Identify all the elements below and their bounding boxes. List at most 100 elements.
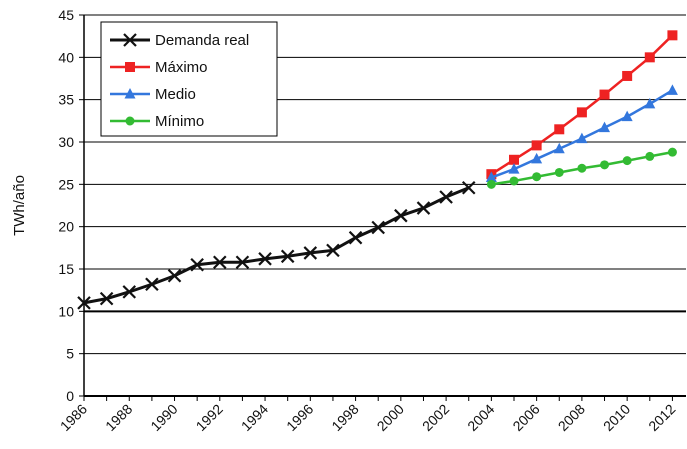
- series-1-point-6: [622, 70, 633, 81]
- series-0-point-1-stroke-b: [99, 291, 114, 306]
- series-0-point-0: [77, 296, 91, 310]
- legend-item-3-label: Mínimo: [155, 113, 204, 130]
- x-tick-label-2002: 2002: [419, 401, 452, 434]
- series-0-point-5: [190, 257, 204, 272]
- series-0-point-14-stroke-b: [394, 208, 408, 223]
- series-3-point-4: [577, 163, 587, 173]
- series-0-line: [83, 186, 470, 305]
- y-tick-label-10: 10: [58, 303, 74, 319]
- legend-item-1: Máximo: [110, 59, 208, 76]
- series-0-point-8-stroke-b: [258, 252, 272, 266]
- series-1-point-7: [644, 52, 655, 63]
- series-3-point-6: [622, 156, 632, 166]
- y-tick-labels: 0 5 10 15 20 25 30 35 40 45: [58, 7, 74, 404]
- series-0-point-10: [303, 246, 318, 260]
- series-0-point-6-stroke-b: [213, 255, 227, 270]
- y-axis-title: TWh/año: [11, 175, 28, 236]
- series-0-point-7-stroke-b: [235, 255, 250, 270]
- series-0-point-13: [371, 220, 385, 235]
- series-3-point-5: [600, 160, 610, 170]
- series-3-point-2: [532, 172, 542, 182]
- legend-item-3-marker: [125, 116, 135, 126]
- series-layer: [77, 30, 678, 310]
- series-0-point-4-stroke-b: [167, 268, 182, 283]
- series-2-point-2: [531, 152, 543, 164]
- series-3-point-1: [509, 176, 519, 186]
- series-0-point-0-stroke-b: [77, 296, 91, 310]
- series-0-point-16-stroke-b: [439, 190, 453, 204]
- series-0-point-3-stroke-b: [145, 277, 159, 292]
- series-2-point-1: [508, 163, 520, 174]
- series-0-point-11-stroke-b: [326, 243, 340, 258]
- x-tick-label-2004: 2004: [464, 401, 497, 434]
- series-0-point-9-stroke-b: [280, 249, 295, 264]
- x-tick-label-2006: 2006: [509, 401, 542, 434]
- legend-item-2: Medio: [110, 86, 196, 103]
- legend-item-0: Demanda real: [110, 32, 249, 49]
- series-2-point-0: [485, 171, 497, 183]
- x-tick-labels: 1986 1988 1990 1992 1994 1996 1998 2000 2002 2004…: [57, 401, 679, 434]
- series-0-point-15: [416, 201, 431, 215]
- series-0-point-6: [213, 255, 227, 270]
- x-tick-label-2008: 2008: [555, 401, 588, 434]
- legend-item-1-marker: [125, 62, 135, 72]
- series-0-point-11: [326, 243, 340, 258]
- legend: Demanda real Máximo Medio Mínimo: [100, 21, 278, 137]
- legend-item-3: Mínimo: [110, 113, 204, 130]
- series-0-point-14: [394, 208, 408, 223]
- y-tick-label-45: 45: [58, 7, 74, 23]
- series-0-point-5-stroke-b: [190, 257, 204, 272]
- series-0-point-10-stroke-b: [303, 246, 318, 260]
- series-0-point-9: [280, 249, 295, 264]
- series-2-point-4: [576, 132, 588, 144]
- series-3-point-7: [645, 151, 655, 161]
- series-3-point-8: [667, 147, 677, 157]
- series-2-point-8: [666, 84, 678, 95]
- x-tick-label-1986: 1986: [57, 401, 90, 434]
- y-tick-label-0: 0: [66, 388, 74, 404]
- y-tick-label-40: 40: [58, 49, 74, 65]
- series-2-point-7: [644, 97, 656, 109]
- series-1-point-1: [509, 154, 519, 165]
- series-2-point-5: [599, 121, 611, 133]
- series-0-point-1: [99, 291, 114, 306]
- series-0-point-13-stroke-b: [371, 220, 385, 235]
- legend-item-2-label: Medio: [155, 86, 196, 103]
- x-tick-label-1990: 1990: [147, 401, 180, 434]
- legend-item-1-label: Máximo: [155, 59, 208, 76]
- series-2-point-6: [621, 110, 633, 122]
- series-3-point-3: [554, 167, 564, 177]
- legend-item-2-marker: [124, 88, 136, 99]
- series-2: [485, 84, 678, 183]
- legend-item-0-label: Demanda real: [155, 32, 249, 49]
- legend-item-0-marker-stroke-b: [123, 33, 137, 47]
- y-tick-label-5: 5: [66, 346, 74, 362]
- series-1-point-3: [554, 124, 565, 135]
- series-0-point-15-stroke-b: [416, 201, 431, 215]
- series-0-point-17: [461, 180, 476, 195]
- series-1-point-5: [599, 89, 610, 100]
- series-3-point-0: [486, 179, 496, 189]
- series-0-point-12-stroke-b: [348, 230, 363, 245]
- series-0: [77, 180, 476, 310]
- series-0-point-3: [145, 277, 159, 292]
- legend-item-0-marker: [123, 33, 137, 47]
- y-tick-label-35: 35: [58, 92, 74, 108]
- series-0-point-2: [122, 285, 137, 299]
- x-tick-label-1988: 1988: [102, 401, 135, 434]
- x-tick-label-1994: 1994: [238, 401, 271, 434]
- y-tick-label-15: 15: [58, 261, 74, 277]
- y-tick-label-20: 20: [58, 219, 74, 235]
- series-1-point-4: [576, 107, 587, 118]
- x-tick-label-2010: 2010: [600, 401, 633, 434]
- series-0-point-4: [167, 268, 182, 283]
- series-0-point-2-stroke-b: [122, 285, 137, 299]
- series-0-point-7: [235, 255, 250, 270]
- x-tick-label-2000: 2000: [374, 401, 407, 434]
- x-tick-label-1992: 1992: [193, 401, 226, 434]
- series-0-point-16: [439, 190, 453, 204]
- y-tick-label-25: 25: [58, 176, 74, 192]
- x-tick-label-2012: 2012: [645, 401, 678, 434]
- series-0-point-12: [348, 230, 363, 245]
